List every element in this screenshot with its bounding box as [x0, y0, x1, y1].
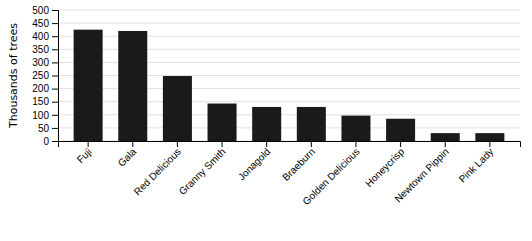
x-tick: Fuji [75, 141, 94, 165]
y-tick-mark [52, 115, 58, 116]
x-tick-label: Red Delicious [132, 146, 183, 197]
x-tick: Honeycrisp [363, 141, 406, 189]
x-tick-mark [400, 141, 401, 147]
x-tick-label: Newtown Pippin [392, 146, 450, 204]
y-tick-label: 0 [43, 136, 49, 147]
x-tick-label: Braeburn [280, 146, 317, 183]
y-tick-mark [52, 23, 58, 24]
y-tick: 350 [32, 44, 58, 55]
y-tick-label: 500 [32, 5, 49, 16]
y-tick: 200 [32, 83, 58, 94]
x-tick: Pink Lady [457, 141, 496, 185]
y-tick-mark [52, 89, 58, 90]
x-tick-mark [177, 141, 178, 147]
y-tick-label: 350 [32, 44, 49, 55]
x-tick: Red Delicious [132, 141, 183, 197]
x-tick: Jonagold [236, 141, 272, 182]
x-axis-line [59, 142, 521, 148]
bar [74, 30, 103, 141]
x-axis: Fuji GalaRed DeliciousGranny SmithJonagol… [59, 141, 521, 207]
y-tick-mark [52, 128, 58, 129]
y-tick-label: 100 [32, 110, 49, 121]
y-tick: 0 [43, 136, 58, 147]
y-axis-line [52, 11, 59, 142]
x-tick-mark [445, 141, 446, 147]
y-tick-mark [52, 10, 58, 11]
bar [386, 119, 415, 141]
grid-line [58, 23, 520, 24]
bar [163, 76, 192, 141]
y-axis-title: Thousands of trees [7, 23, 20, 129]
y-tick: 150 [32, 96, 58, 107]
x-tick-mark [266, 141, 267, 147]
x-tick: Granny Smith [177, 141, 228, 197]
x-tick-mark [355, 141, 356, 147]
x-tick-mark [88, 141, 89, 147]
chart-container: 0 50 100 150 200 250 300 350 400 450 500 Fuji GalaRe… [0, 0, 532, 241]
plot: 0 50 100 150 200 250 300 350 400 450 500 Fuji GalaRe… [32, 5, 520, 207]
x-tick-mark [222, 141, 223, 147]
y-tick: 250 [32, 70, 58, 81]
y-tick-mark [52, 141, 58, 142]
bar [118, 31, 147, 141]
y-tick-mark [52, 49, 58, 50]
x-tick-mark [489, 141, 490, 147]
bar [475, 133, 504, 141]
y-tick-label: 200 [32, 83, 49, 94]
x-tick: Braeburn [280, 141, 317, 183]
y-tick: 450 [32, 18, 58, 29]
bar [341, 116, 370, 141]
x-tick-label: Jonagold [236, 146, 272, 182]
bar [431, 133, 460, 141]
bars [74, 30, 505, 141]
x-tick: Golden Delicious [300, 141, 361, 207]
x-tick-label: Golden Delicious [300, 146, 361, 207]
y-tick: 300 [32, 57, 58, 68]
bar [297, 107, 326, 141]
y-tick-label: 150 [32, 96, 49, 107]
y-tick-label: 400 [32, 31, 49, 42]
y-tick-label: 300 [32, 57, 49, 68]
grid-line [58, 10, 520, 11]
x-tick-label: Granny Smith [177, 146, 228, 197]
y-axis: 0 50 100 150 200 250 300 350 400 450 500 [32, 5, 58, 147]
y-tick: 400 [32, 31, 58, 42]
y-tick-label: 50 [38, 123, 50, 134]
chart: 0 50 100 150 200 250 300 350 400 450 500 Fuji GalaRe… [0, 0, 532, 241]
x-tick: Newtown Pippin [392, 141, 450, 204]
x-tick-label: Honeycrisp [363, 146, 406, 189]
x-tick-label: Gala [116, 146, 139, 169]
y-tick: 50 [38, 123, 58, 134]
y-tick-mark [52, 102, 58, 103]
x-tick-mark [311, 141, 312, 147]
y-tick: 100 [32, 110, 58, 121]
y-tick-mark [52, 36, 58, 37]
bar [208, 104, 237, 141]
x-tick-mark [132, 141, 133, 147]
x-tick: Gala [116, 141, 139, 169]
bar [252, 107, 281, 141]
grid [58, 10, 520, 141]
x-tick-label: Fuji [75, 146, 94, 165]
y-tick-label: 450 [32, 18, 49, 29]
y-tick-label: 250 [32, 70, 49, 81]
x-tick-label: Pink Lady [457, 146, 496, 185]
y-tick-mark [52, 62, 58, 63]
y-tick: 500 [32, 5, 58, 16]
y-tick-mark [52, 76, 58, 77]
